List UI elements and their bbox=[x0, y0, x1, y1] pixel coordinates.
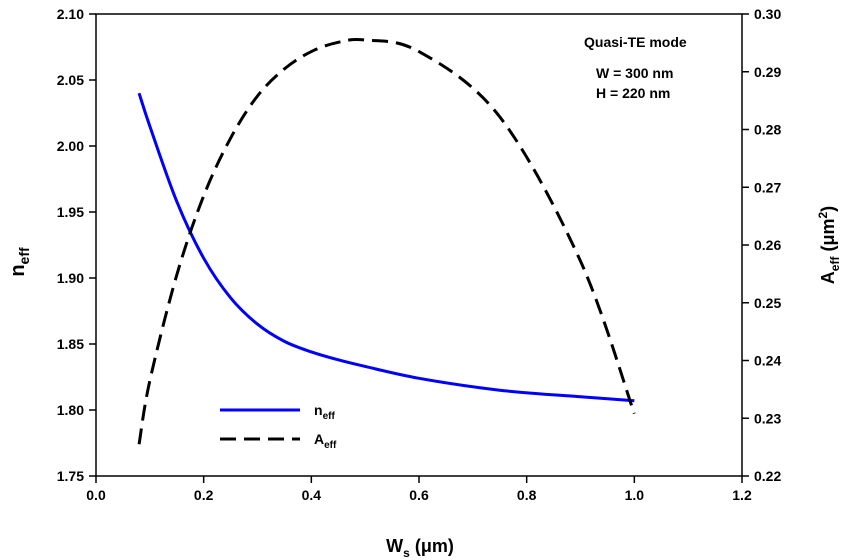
x-tick-label: 0.8 bbox=[517, 487, 537, 503]
left-y-tick-label: 1.85 bbox=[57, 336, 84, 352]
annotation-height: H = 220 nm bbox=[596, 85, 670, 101]
x-tick-label: 0.6 bbox=[409, 487, 429, 503]
left-y-tick-label: 2.00 bbox=[57, 138, 84, 154]
left-y-tick-label: 1.80 bbox=[57, 402, 84, 418]
x-tick-label: 0.4 bbox=[302, 487, 322, 503]
plot-area bbox=[95, 13, 743, 477]
x-tick-label: 0.2 bbox=[194, 487, 214, 503]
left-y-tick-label: 1.75 bbox=[57, 468, 84, 484]
right-y-tick-label: 0.22 bbox=[754, 468, 781, 484]
left-y-tick-label: 2.10 bbox=[57, 6, 84, 22]
right-y-axis-ticks: 0.22 0.23 0.24 0.25 0.26 0.27 0.28 0.29 0.30 bbox=[742, 6, 781, 484]
x-tick-label: 0.0 bbox=[86, 487, 106, 503]
right-y-tick-label: 0.30 bbox=[754, 6, 781, 22]
series-line-n-eff bbox=[137, 92, 635, 403]
right-y-tick-label: 0.23 bbox=[754, 410, 781, 426]
left-y-tick-label: 2.05 bbox=[57, 72, 84, 88]
legend-label-n-eff: neff bbox=[314, 402, 335, 422]
right-y-tick-label: 0.26 bbox=[754, 237, 781, 253]
x-tick-label: 1.2 bbox=[732, 487, 752, 503]
right-y-tick-label: 0.28 bbox=[754, 122, 781, 138]
x-axis-ticks: 0.0 0.2 0.4 0.6 0.8 1.0 1.2 bbox=[86, 476, 752, 503]
x-axis-title: Ws (μm) bbox=[386, 536, 454, 560]
left-y-tick-label: 1.90 bbox=[57, 270, 84, 286]
legend-label-a-eff: Aeff bbox=[314, 431, 337, 451]
legend: neff Aeff bbox=[220, 402, 337, 451]
annotation-mode: Quasi-TE mode bbox=[584, 34, 687, 50]
left-y-axis-title: neff bbox=[7, 247, 32, 277]
right-y-tick-label: 0.24 bbox=[754, 353, 781, 369]
left-y-axis-ticks: 1.75 1.80 1.85 1.90 1.95 2.00 2.05 2.10 bbox=[57, 6, 96, 484]
right-y-axis-title: Aeff (μm2) bbox=[816, 206, 842, 284]
right-y-tick-label: 0.25 bbox=[754, 295, 781, 311]
x-tick-label: 1.0 bbox=[625, 487, 645, 503]
left-y-tick-label: 1.95 bbox=[57, 204, 84, 220]
right-y-tick-label: 0.27 bbox=[754, 179, 781, 195]
series-layer bbox=[137, 37, 636, 445]
series-line-a-eff bbox=[137, 37, 636, 445]
annotation-width: W = 300 nm bbox=[596, 65, 673, 81]
right-y-tick-label: 0.29 bbox=[754, 64, 781, 80]
